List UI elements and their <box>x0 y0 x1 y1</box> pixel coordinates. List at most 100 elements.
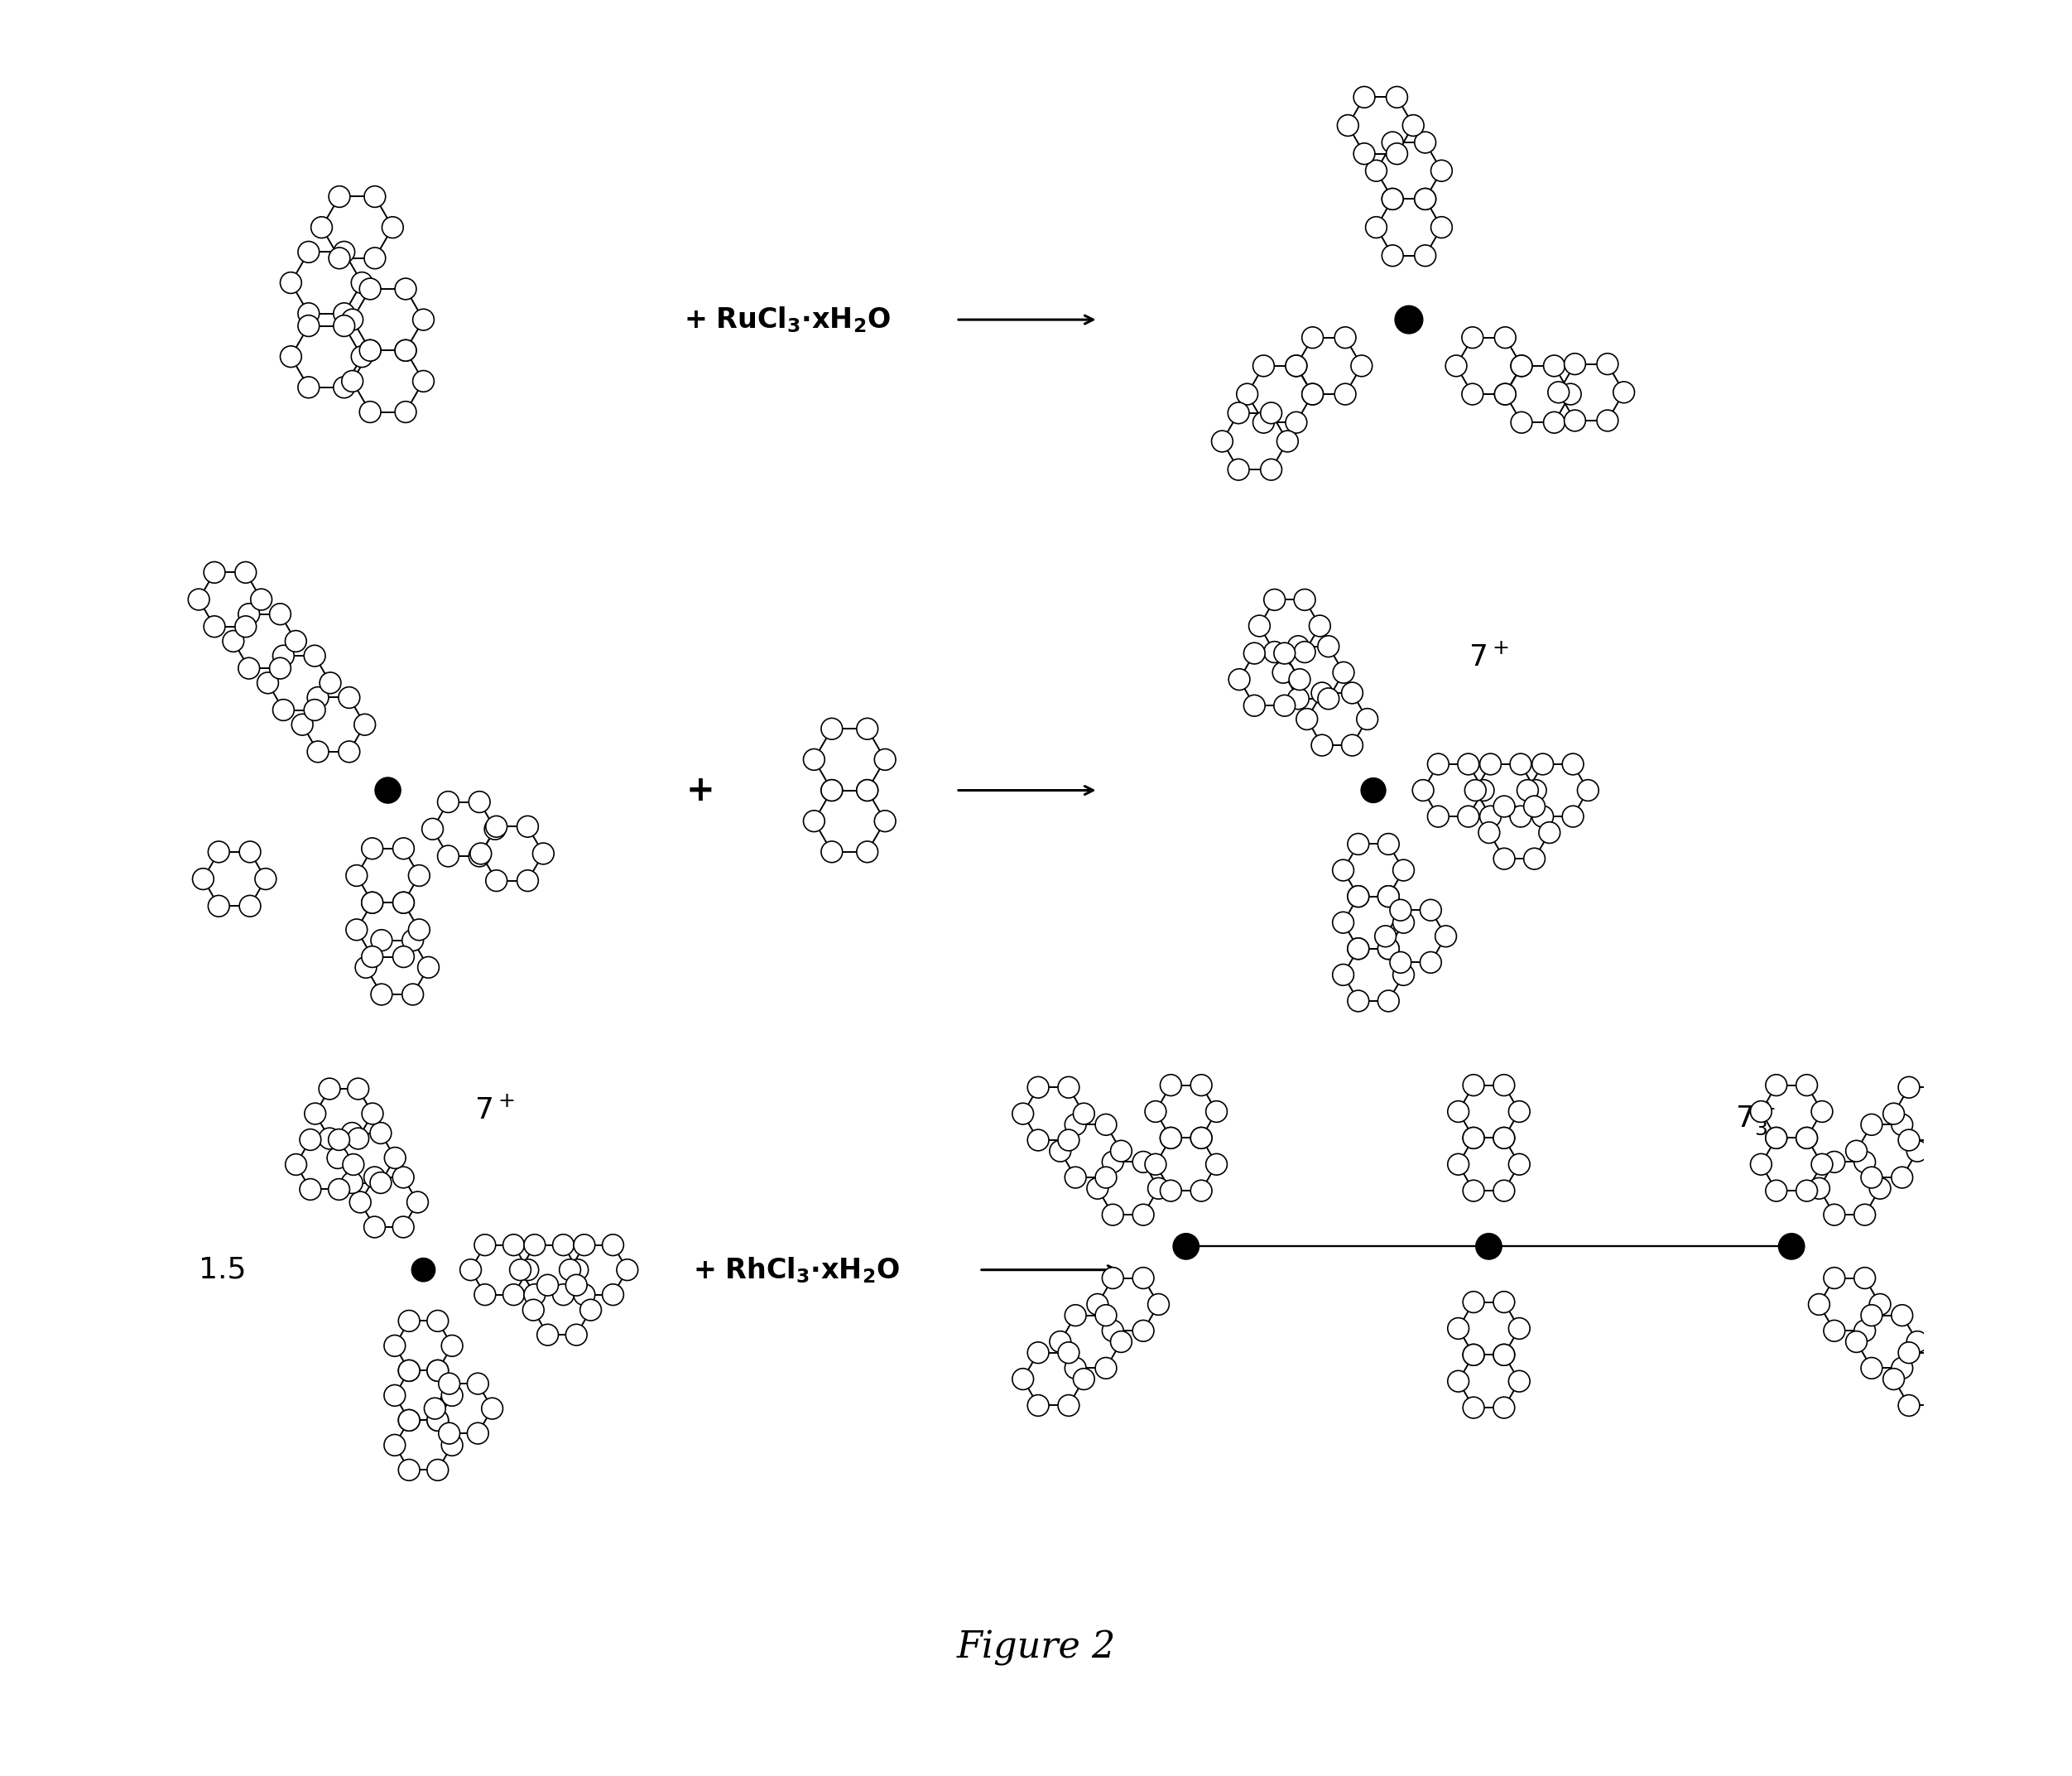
Circle shape <box>1432 217 1452 238</box>
Text: $\mathbf{+}$: $\mathbf{+}$ <box>686 773 713 808</box>
Circle shape <box>566 1325 586 1346</box>
Circle shape <box>1274 694 1295 716</box>
Circle shape <box>1898 1130 1919 1151</box>
Circle shape <box>518 870 539 892</box>
Circle shape <box>286 1154 307 1176</box>
Circle shape <box>1494 1344 1515 1366</box>
Circle shape <box>1929 1343 1950 1364</box>
Circle shape <box>398 1360 421 1382</box>
Circle shape <box>1301 384 1324 405</box>
Circle shape <box>856 780 879 801</box>
Circle shape <box>240 842 261 863</box>
Circle shape <box>1861 1357 1881 1378</box>
Circle shape <box>427 1460 448 1481</box>
Circle shape <box>1494 796 1515 817</box>
Circle shape <box>1415 245 1436 266</box>
Circle shape <box>394 892 414 913</box>
Circle shape <box>1809 1177 1830 1199</box>
Circle shape <box>1285 355 1307 377</box>
Circle shape <box>1332 860 1353 881</box>
Circle shape <box>1892 1305 1912 1327</box>
Circle shape <box>1386 144 1407 165</box>
Circle shape <box>1229 403 1249 424</box>
Circle shape <box>189 590 209 611</box>
Circle shape <box>240 895 261 916</box>
Circle shape <box>1332 662 1355 684</box>
Circle shape <box>1102 1151 1123 1172</box>
Circle shape <box>1353 87 1376 108</box>
Circle shape <box>1523 796 1546 817</box>
Circle shape <box>319 1128 340 1149</box>
Circle shape <box>311 217 332 238</box>
Circle shape <box>365 247 385 268</box>
Circle shape <box>1059 1130 1080 1151</box>
Circle shape <box>1854 1204 1875 1225</box>
Circle shape <box>518 1259 539 1280</box>
Circle shape <box>821 780 843 801</box>
Circle shape <box>398 1410 421 1431</box>
Circle shape <box>394 892 414 913</box>
Circle shape <box>1883 1369 1904 1391</box>
Circle shape <box>1332 911 1353 932</box>
Circle shape <box>327 1147 348 1169</box>
Circle shape <box>375 778 400 803</box>
Circle shape <box>441 1336 462 1357</box>
Circle shape <box>1347 886 1370 908</box>
Circle shape <box>363 838 383 860</box>
Circle shape <box>1191 1074 1212 1096</box>
Circle shape <box>1378 991 1399 1012</box>
Circle shape <box>568 1259 588 1280</box>
Circle shape <box>1347 833 1370 854</box>
Circle shape <box>1861 1114 1881 1135</box>
Circle shape <box>1508 1371 1529 1392</box>
Circle shape <box>1765 1179 1786 1201</box>
Circle shape <box>1510 753 1531 774</box>
Circle shape <box>1510 355 1531 377</box>
Circle shape <box>1191 1128 1212 1149</box>
Circle shape <box>1823 1204 1844 1225</box>
Circle shape <box>1365 160 1386 181</box>
Circle shape <box>1249 614 1270 636</box>
Circle shape <box>427 1410 448 1431</box>
Circle shape <box>419 957 439 979</box>
Circle shape <box>1390 952 1411 973</box>
Circle shape <box>412 309 433 330</box>
Circle shape <box>427 1360 448 1382</box>
Circle shape <box>1059 1394 1080 1415</box>
Circle shape <box>1823 1268 1844 1289</box>
Circle shape <box>342 1122 363 1144</box>
Circle shape <box>274 700 294 721</box>
Circle shape <box>305 1103 325 1124</box>
Circle shape <box>510 1259 530 1280</box>
Circle shape <box>522 1300 545 1321</box>
Circle shape <box>1823 1320 1844 1341</box>
Circle shape <box>1448 1154 1469 1176</box>
Circle shape <box>338 741 361 762</box>
Circle shape <box>1096 1305 1117 1327</box>
Circle shape <box>371 1172 392 1193</box>
Circle shape <box>1382 245 1403 266</box>
Circle shape <box>1403 115 1423 137</box>
Circle shape <box>821 842 843 863</box>
Circle shape <box>1531 753 1554 774</box>
Circle shape <box>1392 911 1415 932</box>
Circle shape <box>1944 1103 1966 1124</box>
Circle shape <box>1378 938 1399 959</box>
Circle shape <box>1051 1140 1071 1162</box>
Circle shape <box>396 401 416 423</box>
Circle shape <box>1796 1128 1817 1149</box>
Circle shape <box>1212 430 1233 451</box>
Circle shape <box>358 339 381 361</box>
Circle shape <box>603 1284 624 1305</box>
Circle shape <box>363 1103 383 1124</box>
Circle shape <box>1432 160 1452 181</box>
Circle shape <box>1436 925 1457 947</box>
Circle shape <box>363 892 383 913</box>
Circle shape <box>1289 670 1310 691</box>
Circle shape <box>1854 1268 1875 1289</box>
Circle shape <box>1310 614 1330 636</box>
Circle shape <box>1272 662 1293 684</box>
Circle shape <box>1475 1234 1502 1259</box>
Circle shape <box>222 630 244 652</box>
Circle shape <box>1459 753 1479 774</box>
